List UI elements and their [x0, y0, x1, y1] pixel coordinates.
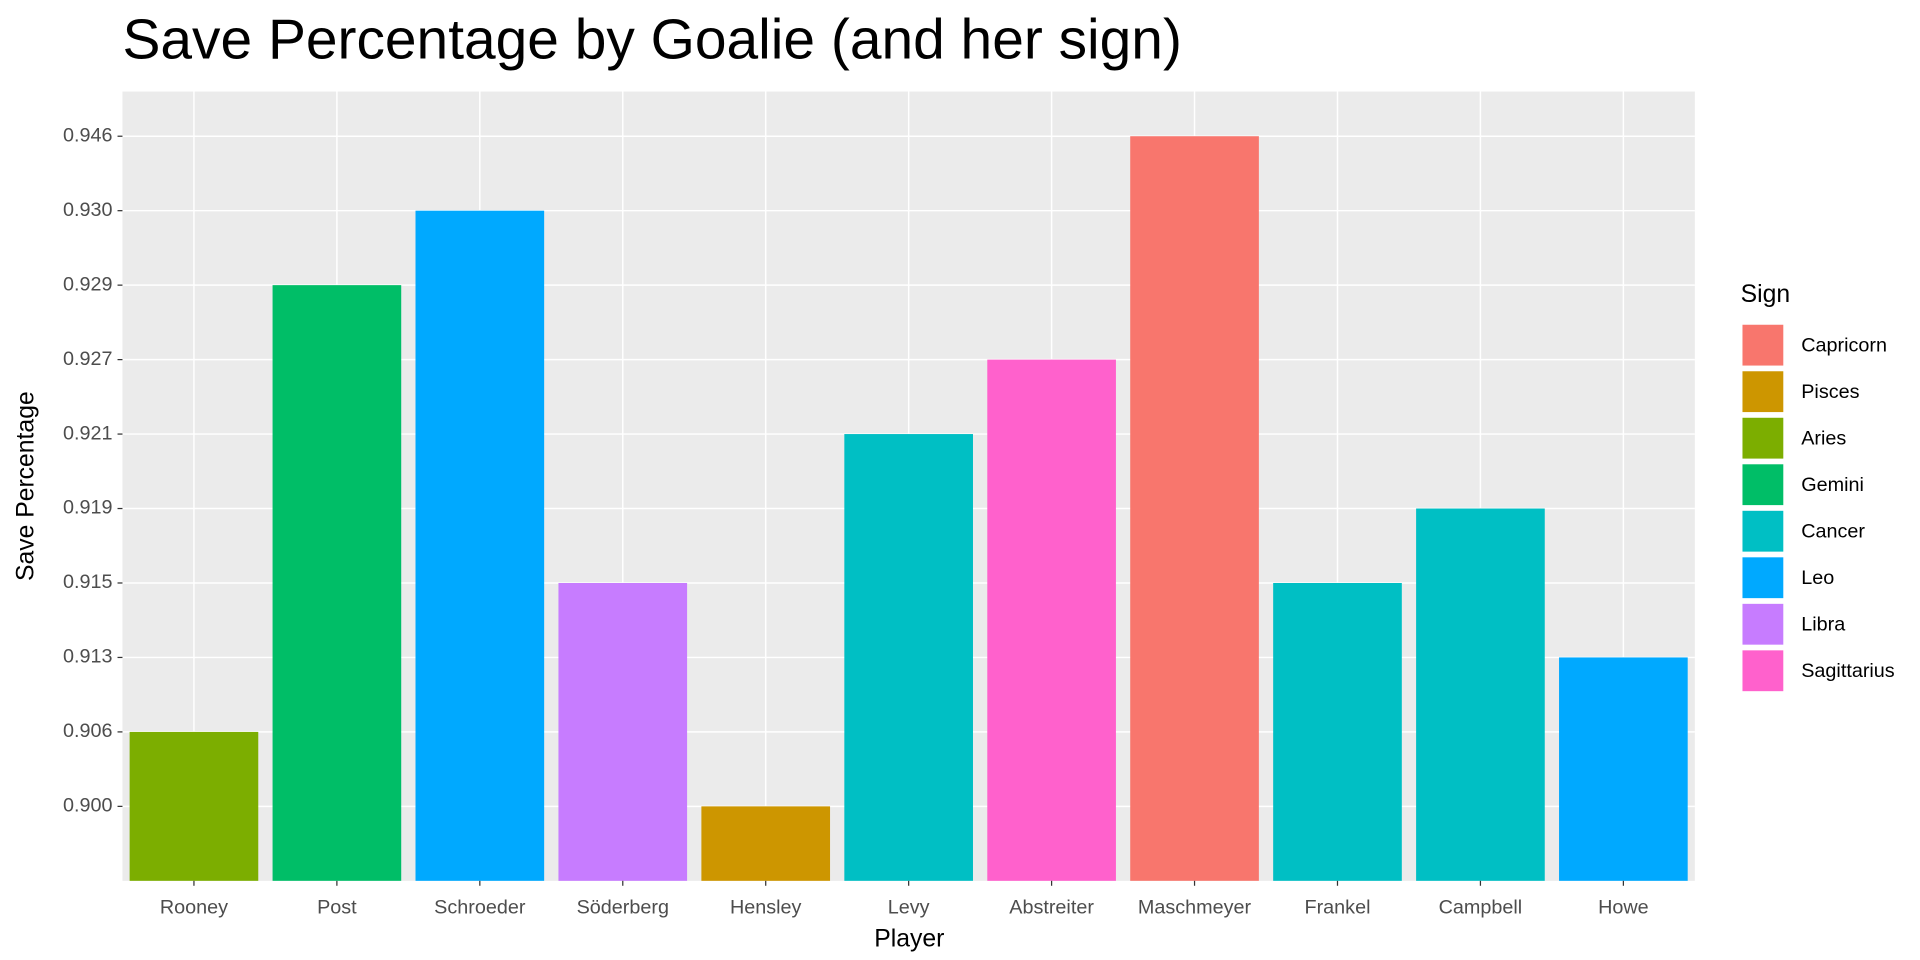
- legend-label: Gemini: [1801, 474, 1864, 496]
- x-axis-title: Player: [874, 926, 944, 953]
- bar: [415, 210, 545, 881]
- bar: [1416, 508, 1545, 881]
- legend-key: [1741, 602, 1785, 646]
- y-tick-label: 0.900: [63, 795, 113, 817]
- y-tick-label: 0.930: [63, 199, 113, 221]
- bar: [701, 806, 831, 881]
- x-tick-label: Levy: [888, 896, 930, 918]
- x-tick-label: Hensley: [730, 896, 802, 918]
- y-tick-label: 0.921: [63, 422, 113, 444]
- legend-label: Capricorn: [1801, 335, 1887, 357]
- legend-key: [1741, 370, 1785, 414]
- legend-key: [1741, 556, 1785, 600]
- bar: [1559, 657, 1688, 881]
- bar: [1273, 582, 1402, 881]
- chart-title: Save Percentage by Goalie (and her sign): [122, 7, 1181, 71]
- legend-label: Sagittarius: [1801, 660, 1895, 682]
- x-tick-label: Söderberg: [577, 896, 669, 918]
- x-tick-label: Campbell: [1439, 896, 1523, 918]
- bar: [987, 359, 1116, 881]
- bar: [558, 582, 688, 881]
- legend-title: Sign: [1741, 281, 1791, 308]
- legend-label: Aries: [1801, 428, 1846, 450]
- legend-label: Pisces: [1801, 381, 1859, 403]
- x-tick-label: Schroeder: [434, 896, 526, 918]
- bar: [129, 731, 259, 881]
- legend-key: [1741, 323, 1785, 367]
- bar: [272, 285, 402, 881]
- y-tick-label: 0.915: [63, 571, 113, 593]
- x-tick-label: Post: [317, 896, 357, 918]
- legend-key: [1741, 509, 1785, 553]
- x-tick-label: Frankel: [1305, 896, 1371, 918]
- y-axis-title: Save Percentage: [13, 391, 40, 581]
- y-tick-label: 0.906: [63, 720, 113, 742]
- x-tick-label: Howe: [1598, 896, 1649, 918]
- y-tick-label: 0.929: [63, 273, 113, 295]
- legend-key: [1741, 649, 1785, 693]
- bar: [1130, 136, 1259, 881]
- y-tick-label: 0.919: [63, 497, 113, 519]
- y-tick-label: 0.927: [63, 348, 113, 370]
- y-tick-label: 0.946: [63, 124, 113, 146]
- legend-key: [1741, 463, 1785, 507]
- y-tick-label: 0.913: [63, 646, 113, 668]
- x-tick-label: Rooney: [160, 896, 228, 918]
- legend-label: Cancer: [1801, 521, 1865, 543]
- x-tick-label: Abstreiter: [1009, 896, 1094, 918]
- legend-label: Libra: [1801, 614, 1845, 636]
- x-tick-label: Maschmeyer: [1138, 896, 1252, 918]
- legend-label: Leo: [1801, 567, 1834, 589]
- bar: [844, 434, 973, 881]
- legend-key: [1741, 416, 1785, 460]
